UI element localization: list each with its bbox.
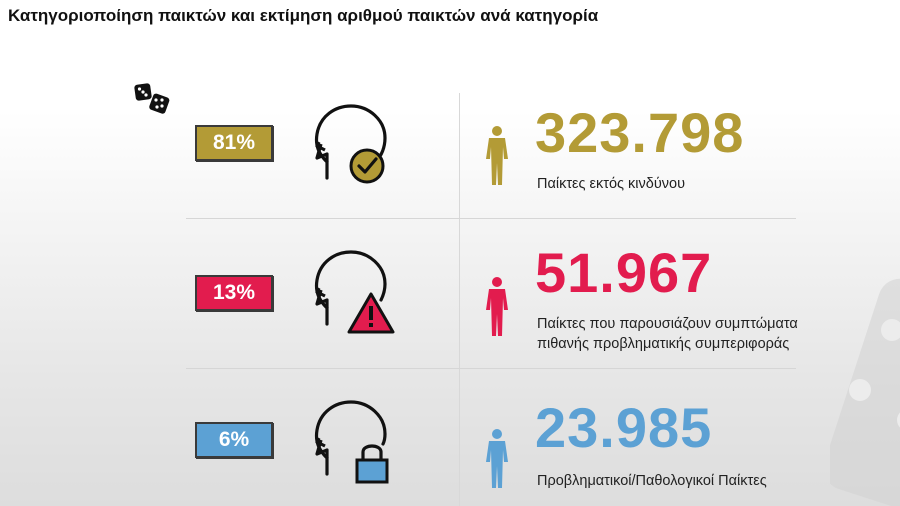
percent-badge: 81% [195, 125, 273, 161]
description-line: Παίκτες που παρουσιάζουν συμπτώματα [537, 316, 798, 332]
category-description: Παίκτες εκτός κινδύνου [537, 174, 685, 194]
description-line: Προβληματικοί/Παθολογικοί Παίκτες [537, 473, 767, 489]
row-divider [186, 218, 796, 219]
person-icon [486, 277, 508, 336]
description-line: Παίκτες εκτός κινδύνου [537, 176, 686, 192]
vertical-divider [459, 93, 460, 506]
percent-badge: 13% [195, 275, 273, 311]
page-title: Κατηγοριοποίηση παικτών και εκτίμηση αρι… [8, 6, 599, 25]
player-count: 51.967 [535, 241, 713, 304]
background-die-decoration [830, 278, 900, 506]
category-description: Παίκτες που παρουσιάζουν συμπτώματα πιθα… [537, 314, 798, 354]
dice-icon [134, 83, 170, 114]
person-icon [486, 126, 508, 185]
category-description: Προβληματικοί/Παθολογικοί Παίκτες [537, 471, 767, 491]
category-row-at-risk: 13% 51.967 Παίκτες που παρουσιάζουν συμπ… [0, 220, 900, 370]
percent-badge: 6% [195, 422, 273, 458]
head-lock-icon [314, 400, 389, 484]
player-count: 23.985 [535, 396, 713, 459]
player-count: 323.798 [535, 101, 745, 164]
row-divider [186, 368, 796, 369]
person-icon [486, 429, 508, 488]
head-checkmark-icon [314, 104, 387, 184]
category-row-safe: 81% 323.798 Παίκτες εκτός κινδύνου [0, 70, 900, 220]
description-line: πιθανής προβληματικής συμπεριφοράς [537, 336, 790, 352]
head-warning-icon [314, 250, 395, 334]
category-row-problematic: 6% 23.985 Προβληματικοί/Παθολογικοί Παίκ… [0, 370, 900, 506]
